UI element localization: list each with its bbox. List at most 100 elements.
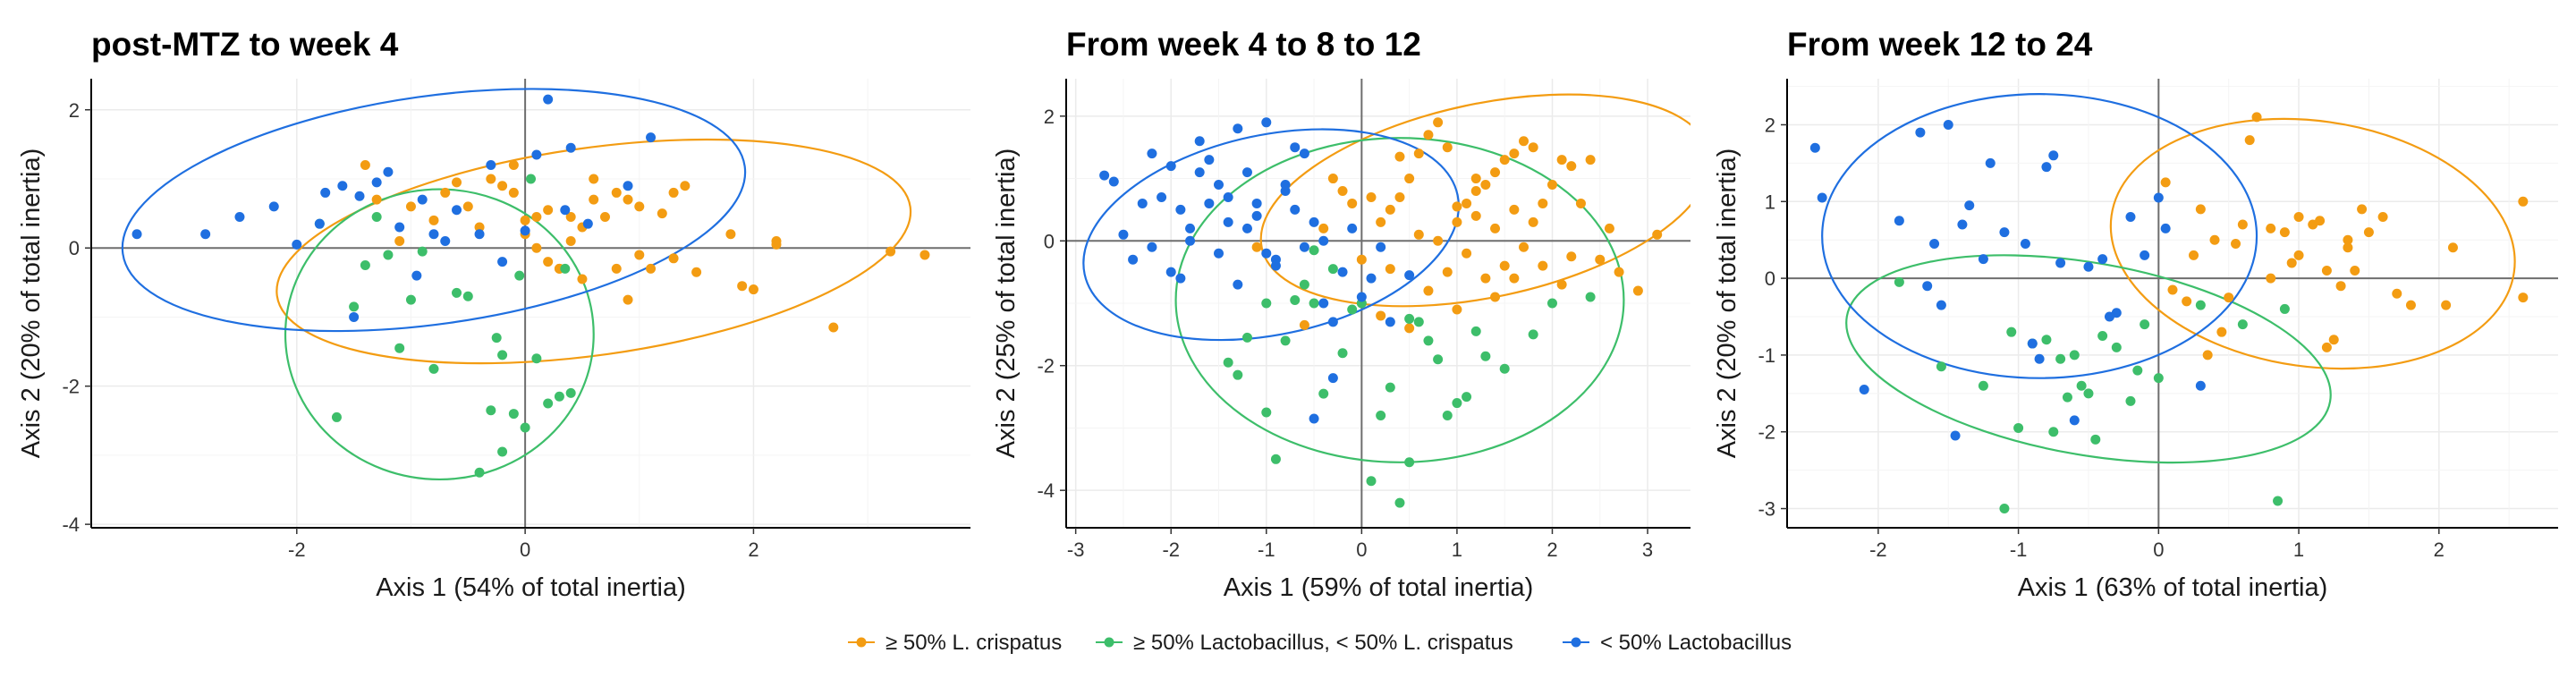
data-point xyxy=(646,132,657,143)
data-point xyxy=(2273,496,2284,506)
data-point xyxy=(748,284,758,295)
data-point xyxy=(1470,174,1481,184)
data-point xyxy=(2392,288,2402,299)
data-point xyxy=(1894,276,1904,287)
data-point xyxy=(1118,229,1129,240)
data-point xyxy=(371,177,382,188)
data-point xyxy=(1204,198,1215,208)
data-point xyxy=(1470,326,1481,336)
data-point xyxy=(1452,398,1462,409)
y-tick-label: -4 xyxy=(62,513,80,536)
data-point xyxy=(1950,430,1961,441)
data-point xyxy=(1433,117,1444,128)
data-point xyxy=(1452,216,1462,227)
data-point xyxy=(1299,148,1309,159)
data-point xyxy=(2125,211,2136,222)
data-point xyxy=(1566,161,1577,172)
data-point xyxy=(2328,335,2339,345)
data-point xyxy=(1546,180,1557,191)
series-lactobacillus-mixed xyxy=(1223,245,1596,508)
data-point xyxy=(1480,351,1491,361)
y-tick-label: -2 xyxy=(1758,421,1775,444)
data-point xyxy=(200,229,211,240)
data-point xyxy=(1318,388,1329,399)
y-tick-label: -3 xyxy=(1758,498,1775,521)
data-point xyxy=(1347,198,1358,208)
data-point xyxy=(314,218,325,229)
data-point xyxy=(2335,281,2346,292)
data-point xyxy=(1337,186,1348,196)
y-axis-title: Axis 2 (20% of total inertia) xyxy=(17,148,46,459)
data-point xyxy=(1290,142,1301,153)
data-point xyxy=(1452,304,1462,315)
data-point xyxy=(452,177,462,188)
data-point xyxy=(2083,261,2094,272)
data-point xyxy=(394,343,405,353)
y-tick-label: -4 xyxy=(1037,479,1055,502)
data-point xyxy=(1347,223,1358,233)
data-point xyxy=(2153,192,2164,203)
data-point xyxy=(1894,216,1904,226)
data-point xyxy=(1480,180,1491,191)
data-point xyxy=(1556,279,1567,290)
data-point xyxy=(634,250,645,260)
confidence-ellipse xyxy=(1082,128,1460,342)
data-point xyxy=(1108,176,1119,187)
data-point xyxy=(565,211,576,222)
data-point xyxy=(623,194,633,205)
data-point xyxy=(634,201,645,212)
data-point xyxy=(543,257,554,267)
gridlines xyxy=(91,79,970,528)
confidence-ellipse xyxy=(284,188,595,481)
series-low-lactobacillus xyxy=(1809,119,2206,441)
data-point xyxy=(2195,300,2206,310)
data-point xyxy=(1099,170,1110,181)
data-point xyxy=(1394,191,1405,202)
data-point xyxy=(1538,260,1548,271)
data-point xyxy=(349,311,360,322)
data-point xyxy=(2160,223,2171,233)
data-point xyxy=(1290,295,1301,306)
data-point xyxy=(1233,123,1243,134)
data-point xyxy=(514,270,525,281)
data-point xyxy=(1936,300,1946,310)
data-point xyxy=(1280,180,1291,191)
data-point xyxy=(2202,350,2213,360)
data-point xyxy=(1309,413,1319,424)
data-point xyxy=(1595,254,1606,265)
data-point xyxy=(611,263,622,274)
x-axis-title: Axis 1 (54% of total inertia) xyxy=(376,573,686,602)
data-point xyxy=(428,229,439,240)
plot-area xyxy=(121,88,930,481)
data-point xyxy=(2286,258,2297,268)
x-tick-label: 2 xyxy=(748,539,758,561)
data-point xyxy=(497,446,508,457)
data-point xyxy=(1233,279,1243,290)
data-point xyxy=(599,211,610,222)
data-point xyxy=(2224,293,2234,303)
data-point xyxy=(668,253,679,264)
legend-swatch xyxy=(1571,637,1581,648)
data-point xyxy=(1128,254,1139,265)
legend: ≥ 50% L. crispatus ≥ 50% Lactobacillus, … xyxy=(848,631,1792,655)
y-tick-label: 2 xyxy=(1765,114,1775,136)
confidence-ellipse xyxy=(1845,254,2332,464)
y-tick-label: 0 xyxy=(69,237,80,259)
data-point xyxy=(1413,317,1424,327)
data-point xyxy=(1546,298,1557,309)
data-point xyxy=(2182,296,2192,307)
data-point xyxy=(383,166,394,177)
data-point xyxy=(520,422,530,433)
data-point xyxy=(2315,216,2326,226)
data-point xyxy=(2343,234,2353,245)
x-tick-label: 0 xyxy=(520,539,530,561)
data-point xyxy=(886,246,896,257)
data-point xyxy=(1462,248,1472,259)
data-point xyxy=(1423,130,1434,140)
data-point xyxy=(2140,250,2150,260)
data-point xyxy=(2209,234,2220,245)
x-tick-label: 1 xyxy=(2293,539,2304,561)
x-tick-label: 3 xyxy=(1642,539,1653,561)
panel-post-mtz: post-MTZ to week 4 -2 0 2 -4 -2 0 2 Axis 1 (54%… xyxy=(17,26,970,602)
data-point xyxy=(2013,422,2024,433)
